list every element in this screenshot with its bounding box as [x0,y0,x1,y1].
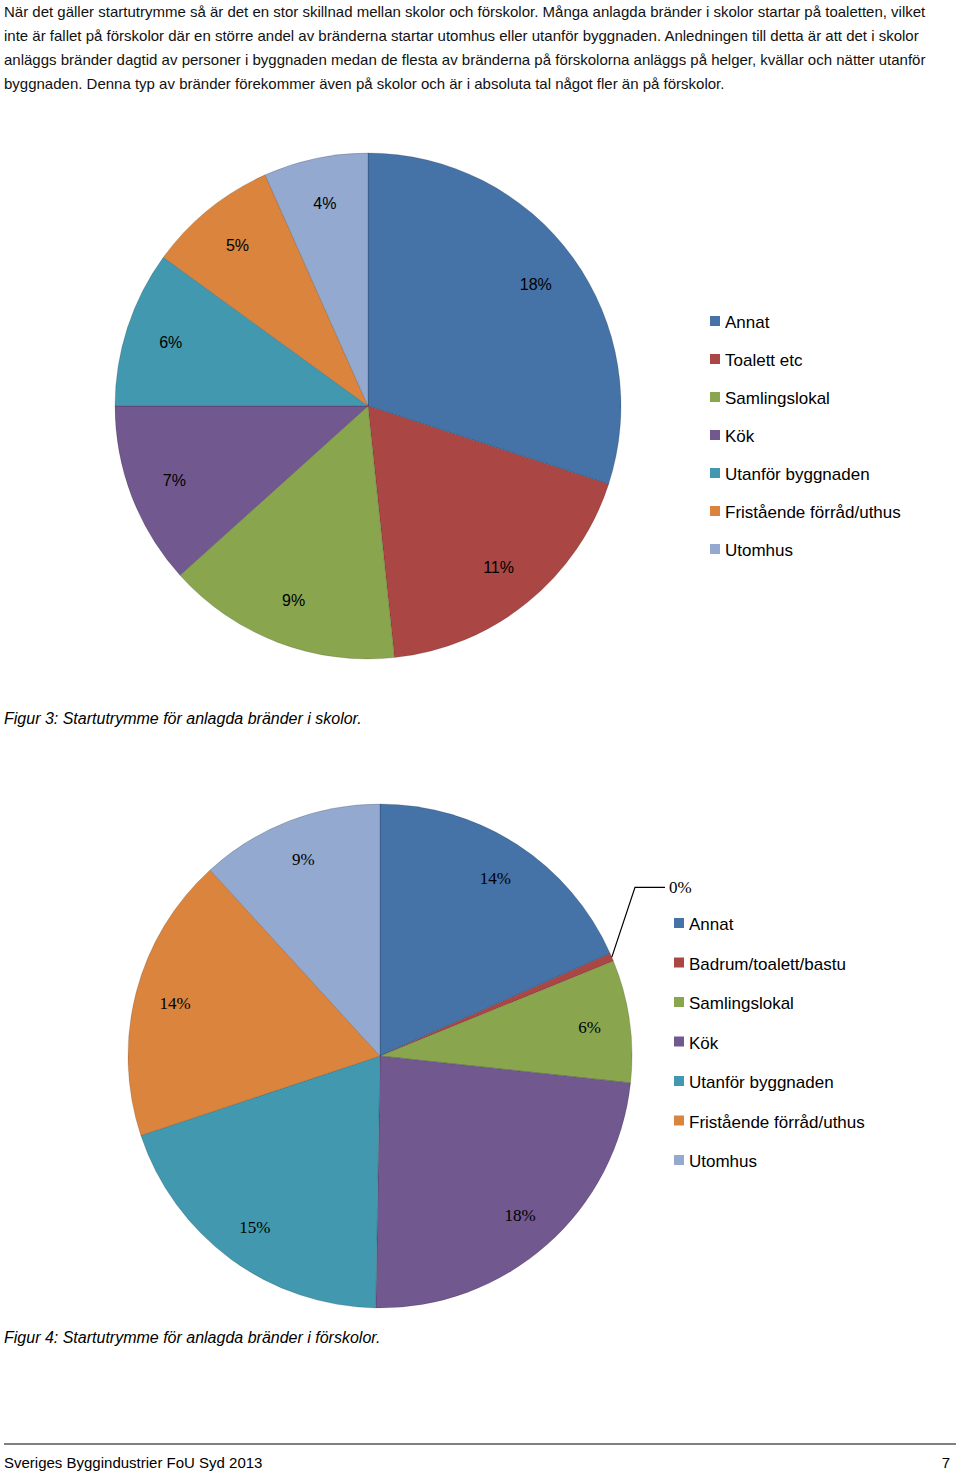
legend-swatch [710,544,720,554]
legend-swatch [710,430,720,440]
legend-entry: Utomhus [689,1152,757,1171]
legend-entry: Annat [725,313,770,332]
legend-entry: Samlingslokal [689,994,794,1013]
caption: Figur 3: Startutrymme för anlagda brände… [4,710,362,727]
legend-swatch [674,997,684,1007]
legend-entry: Kök [689,1034,719,1053]
data-label: 9% [282,592,305,609]
pie-chart [128,804,632,1308]
data-label: 11% [483,559,514,576]
data-label: 4% [313,195,336,212]
legend-swatch [710,468,720,478]
legend-entry: Fristående förråd/uthus [689,1113,865,1132]
pie-slice [210,804,380,1056]
page: 18% 11% 9% 7% 6% 5% 4% Annat Toalett etc Samlings… [0,0,960,1472]
paragraph: När det gäller startutrymme så är det en… [4,0,948,96]
legend-swatch [710,316,720,326]
legend-entry: Samlingslokal [725,389,830,408]
legend-entry: Fristående förråd/uthus [725,503,901,522]
legend-entry: Utomhus [725,541,793,560]
legend-entry: Toalett etc [725,351,803,370]
data-label: 6% [159,334,182,351]
footer-rule [4,1444,956,1445]
data-label: 0% [669,878,692,897]
data-label: 6% [578,1018,601,1037]
page-number: 7 [942,1454,950,1471]
legend-swatch [710,392,720,402]
legend-swatch [710,354,720,364]
legend-entry: Kök [725,427,755,446]
data-label: 15% [239,1218,270,1237]
data-label: 18% [505,1206,536,1225]
legend-swatch [710,506,720,516]
data-label: 14% [480,869,511,888]
caption: Figur 4: Startutrymme för anlagda brände… [4,1329,380,1346]
legend-swatch [674,1037,684,1047]
data-label: 9% [292,850,315,869]
data-label: 14% [160,994,191,1013]
pie-slice [376,1056,631,1308]
legend-entry: Badrum/toalett/bastu [689,955,846,974]
pie-slice [265,153,368,406]
data-label: 18% [520,276,552,293]
footer-text: Sveriges Byggindustrier FoU Syd 2013 [4,1454,262,1471]
legend-entry: Utanför byggnaden [725,465,870,484]
legend-entry: Annat [689,915,734,934]
data-label: 5% [226,237,249,254]
legend-swatch [674,1155,684,1165]
pie-slice [368,406,609,658]
legend-swatch [674,1076,684,1086]
legend-swatch [674,918,684,928]
data-label: 7% [163,472,186,489]
pie-chart [115,153,621,659]
leader-line [612,887,665,957]
legend-swatch [674,958,684,968]
legend-entry: Utanför byggnaden [689,1073,834,1092]
legend-swatch [674,1116,684,1126]
pie-slice [115,406,368,575]
